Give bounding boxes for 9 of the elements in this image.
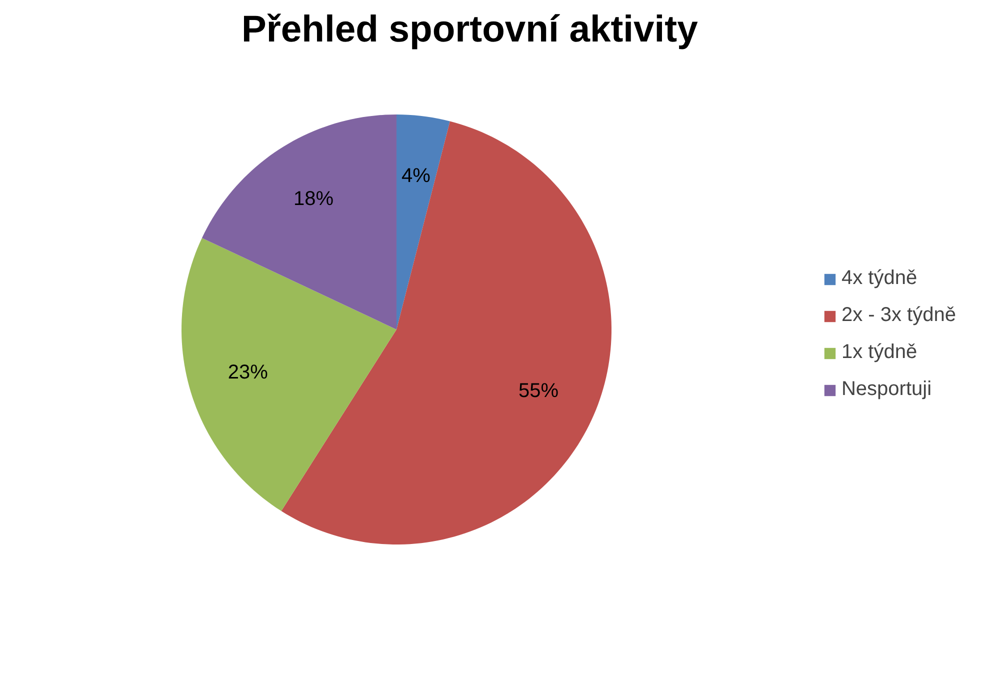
legend-label: 4x týdně [841,267,918,290]
legend-label: 1x týdně [841,341,918,364]
data-label: 18% [294,188,334,210]
chart-title: Přehled sportovní aktivity [242,8,698,50]
data-label: 23% [228,362,268,384]
data-label: 55% [518,380,559,402]
data-label: 4% [401,164,431,187]
legend-label: 2x - 3x týdně [841,304,956,327]
legend-label: Nesportuji [841,378,932,401]
